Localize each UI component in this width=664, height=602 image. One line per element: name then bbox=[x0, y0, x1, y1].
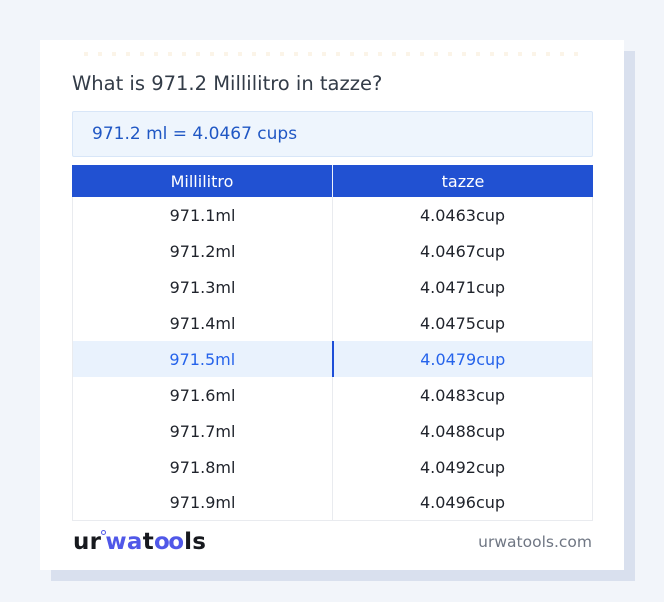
ml-value: 971.9ml bbox=[73, 485, 333, 521]
table-row: 971.1ml 4.0463cup bbox=[72, 197, 593, 234]
table-row: 971.2ml 4.0467cup bbox=[72, 233, 593, 270]
column-header-tazze: tazze bbox=[441, 171, 485, 191]
logo-part-ls: ls bbox=[184, 529, 207, 556]
conversion-result-box: 971.2 ml = 4.0467 cups bbox=[72, 111, 593, 158]
table-row-highlighted: 971.5ml 4.0479cup bbox=[72, 341, 593, 378]
ml-value: 971.7ml bbox=[73, 413, 333, 450]
converter-card: What is 971.2 Millilitro in tazze? 971.2… bbox=[40, 40, 624, 570]
logo-part-t: t bbox=[142, 529, 154, 556]
ml-value: 971.5ml bbox=[73, 341, 334, 378]
cup-value: 4.0479cup bbox=[420, 349, 506, 369]
table-row: 971.3ml 4.0471cup bbox=[72, 269, 593, 306]
logo-ring-icon bbox=[101, 530, 107, 536]
ml-value: 971.1ml bbox=[73, 197, 333, 234]
ml-value: 971.6ml bbox=[73, 377, 333, 414]
conversion-result-text: 971.2 ml = 4.0467 cups bbox=[92, 124, 298, 145]
logo-part-ur: ur bbox=[73, 529, 102, 556]
table-row: 971.6ml 4.0483cup bbox=[72, 377, 593, 414]
ml-value: 971.3ml bbox=[73, 269, 333, 306]
table-row: 971.4ml 4.0475cup bbox=[72, 305, 593, 342]
card-footer: ur watools urwatools.com bbox=[72, 528, 593, 556]
cup-value: 4.0496cup bbox=[419, 493, 506, 513]
conversion-table: Millilitro tazze 971.1ml 4.0463cup 971.2… bbox=[72, 165, 593, 522]
cup-value: 4.0475cup bbox=[419, 313, 506, 333]
cup-value: 4.0483cup bbox=[419, 385, 506, 405]
ml-value: 971.8ml bbox=[73, 449, 333, 486]
ml-value: 971.4ml bbox=[73, 305, 333, 342]
cup-value: 4.0492cup bbox=[419, 457, 506, 477]
urwatools-logo[interactable]: ur watools bbox=[73, 528, 206, 556]
ad-placeholder-dots bbox=[84, 52, 581, 56]
page-title: What is 971.2 Millilitro in tazze? bbox=[72, 72, 383, 95]
ml-value: 971.2ml bbox=[73, 233, 333, 270]
logo-part-oo: oo bbox=[154, 529, 184, 556]
site-url-text: urwatools.com bbox=[478, 533, 592, 552]
table-row: 971.9ml 4.0496cup bbox=[72, 485, 593, 522]
table-row: 971.7ml 4.0488cup bbox=[72, 413, 593, 450]
cup-value: 4.0467cup bbox=[419, 241, 506, 261]
logo-part-wa: wa bbox=[105, 529, 143, 556]
table-row: 971.8ml 4.0492cup bbox=[72, 449, 593, 486]
table-header-row: Millilitro tazze bbox=[72, 165, 593, 198]
cup-value: 4.0471cup bbox=[419, 277, 506, 297]
column-header-millilitro: Millilitro bbox=[72, 165, 333, 198]
cup-value: 4.0488cup bbox=[419, 421, 506, 441]
cup-value: 4.0463cup bbox=[419, 205, 506, 225]
